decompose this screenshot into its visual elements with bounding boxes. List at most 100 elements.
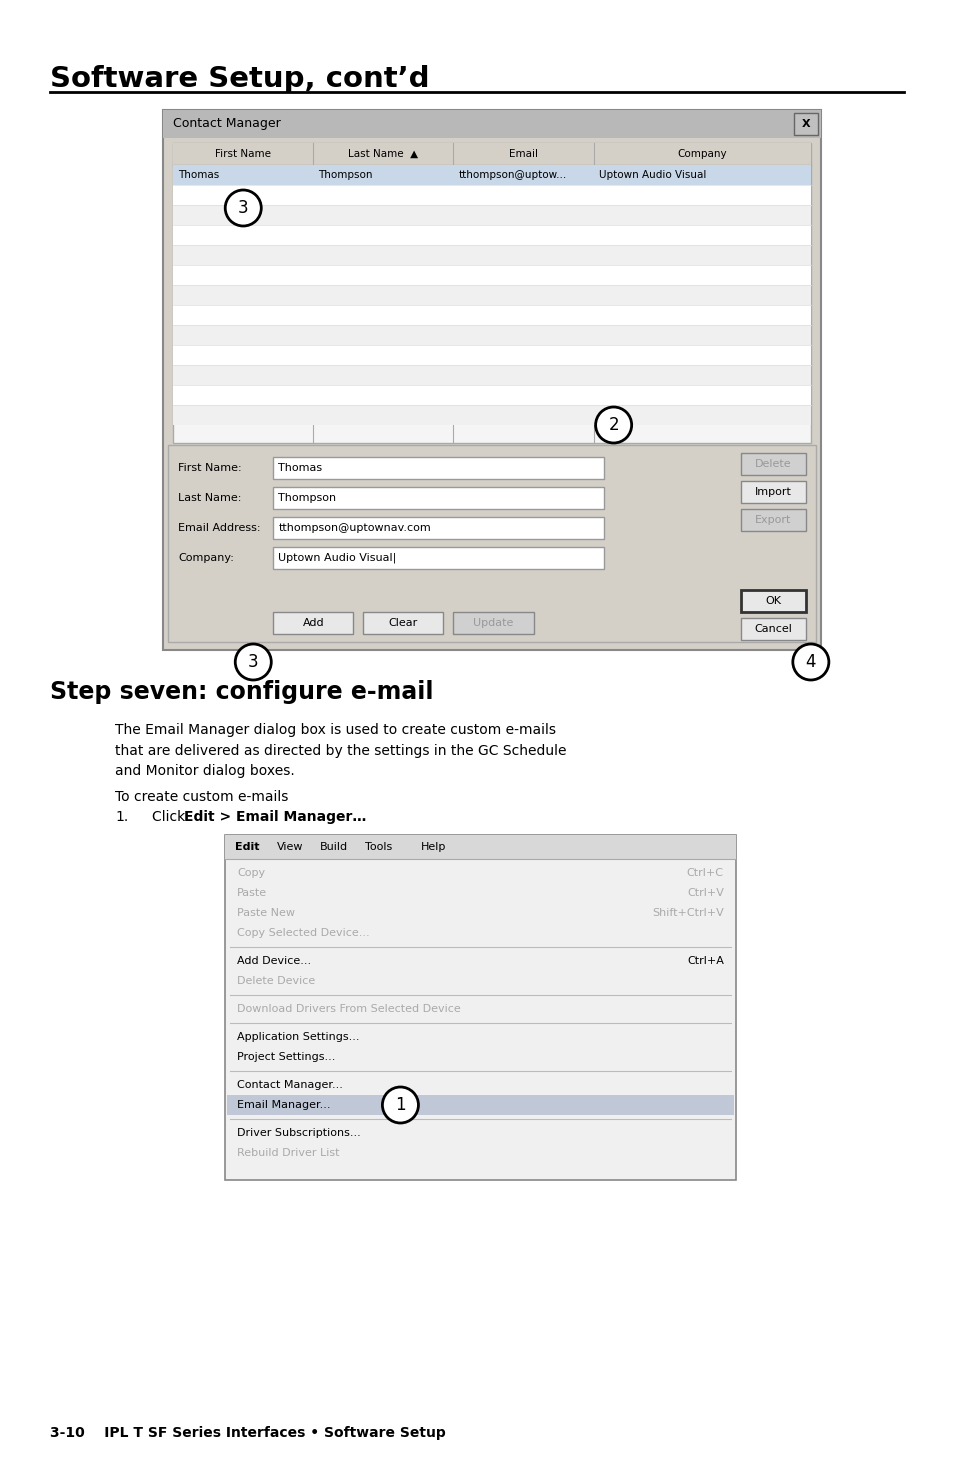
Text: Copy Selected Device...: Copy Selected Device...	[237, 928, 370, 938]
Text: Email: Email	[509, 149, 537, 159]
Text: 3: 3	[248, 653, 258, 671]
Text: Delete: Delete	[754, 459, 791, 469]
Text: Contact Manager...: Contact Manager...	[237, 1080, 343, 1090]
Text: To create custom e-mails: To create custom e-mails	[115, 791, 288, 804]
Text: Project Settings...: Project Settings...	[237, 1052, 335, 1062]
Text: Thomas: Thomas	[278, 463, 322, 473]
Text: Export: Export	[755, 515, 791, 525]
Bar	[173, 165, 810, 184]
Text: Import: Import	[754, 487, 791, 497]
Bar	[225, 835, 735, 858]
Text: Email Manager...: Email Manager...	[237, 1100, 331, 1111]
Bar	[173, 266, 810, 285]
Bar	[173, 143, 810, 442]
Text: Thomas: Thomas	[178, 170, 219, 180]
Text: View: View	[277, 842, 303, 853]
Bar	[453, 612, 533, 634]
Bar	[173, 406, 810, 425]
Text: 1.: 1.	[115, 810, 129, 825]
Text: Click: Click	[152, 810, 190, 825]
Text: Rebuild Driver List: Rebuild Driver List	[237, 1148, 339, 1158]
Bar	[740, 453, 805, 475]
Text: Cancel: Cancel	[754, 624, 791, 634]
Bar	[173, 205, 810, 226]
Text: Paste: Paste	[237, 888, 267, 898]
Text: tthompson@uptownav.com: tthompson@uptownav.com	[278, 524, 431, 532]
Text: Add Device...: Add Device...	[237, 956, 311, 966]
Text: Build: Build	[320, 842, 348, 853]
Text: OK: OK	[764, 596, 781, 606]
Text: Last Name:: Last Name:	[178, 493, 241, 503]
Text: X: X	[801, 119, 809, 128]
Text: Delete Device: Delete Device	[237, 976, 315, 985]
Text: Driver Subscriptions...: Driver Subscriptions...	[237, 1128, 360, 1139]
Text: Contact Manager: Contact Manager	[173, 118, 280, 130]
Text: Uptown Audio Visual: Uptown Audio Visual	[598, 170, 705, 180]
Bar	[173, 245, 810, 266]
Text: Company:: Company:	[178, 553, 233, 563]
Circle shape	[382, 1087, 418, 1122]
Bar	[273, 612, 353, 634]
Bar	[227, 1094, 733, 1115]
Text: Email Address:: Email Address:	[178, 524, 260, 532]
Text: Step seven: configure e-mail: Step seven: configure e-mail	[50, 680, 433, 704]
Text: 2: 2	[608, 416, 618, 434]
Bar	[740, 509, 805, 531]
Circle shape	[792, 645, 828, 680]
Text: Ctrl+A: Ctrl+A	[686, 956, 723, 966]
Bar	[273, 518, 603, 538]
Text: Help: Help	[420, 842, 445, 853]
Text: Tools: Tools	[365, 842, 393, 853]
Bar	[173, 385, 810, 406]
Bar	[168, 445, 815, 642]
Bar	[173, 184, 810, 205]
Bar	[173, 324, 810, 345]
Text: Company: Company	[677, 149, 726, 159]
Circle shape	[225, 190, 261, 226]
Text: tthompson@uptow...: tthompson@uptow...	[458, 170, 566, 180]
Text: Thompson: Thompson	[278, 493, 336, 503]
Bar	[225, 835, 735, 1180]
Bar	[740, 590, 805, 612]
Circle shape	[595, 407, 631, 442]
Text: Copy: Copy	[237, 867, 265, 878]
Text: Edit > Email Manager…: Edit > Email Manager…	[184, 810, 366, 825]
Text: 4: 4	[804, 653, 815, 671]
Text: Thompson: Thompson	[318, 170, 373, 180]
Bar	[740, 481, 805, 503]
Text: Last Name  ▲: Last Name ▲	[348, 149, 418, 159]
Bar	[173, 364, 810, 385]
Text: Ctrl+V: Ctrl+V	[686, 888, 723, 898]
Text: Download Drivers From Selected Device: Download Drivers From Selected Device	[237, 1004, 460, 1013]
Text: Update: Update	[473, 618, 513, 628]
Text: Ctrl+C: Ctrl+C	[686, 867, 723, 878]
Text: Add: Add	[302, 618, 324, 628]
Text: 3-10    IPL T SF Series Interfaces • Software Setup: 3-10 IPL T SF Series Interfaces • Softwa…	[50, 1426, 445, 1440]
Text: Paste New: Paste New	[237, 909, 294, 917]
Text: Clear: Clear	[389, 618, 417, 628]
Bar	[163, 111, 820, 650]
Text: Software Setup, cont’d: Software Setup, cont’d	[50, 65, 429, 93]
Bar	[273, 457, 603, 479]
Bar	[173, 226, 810, 245]
Text: 3: 3	[237, 199, 249, 217]
Bar	[163, 111, 820, 139]
Text: Shift+Ctrl+V: Shift+Ctrl+V	[651, 909, 723, 917]
Bar	[273, 547, 603, 569]
Text: The Email Manager dialog box is used to create custom e-mails
that are delivered: The Email Manager dialog box is used to …	[115, 723, 566, 779]
Text: 1: 1	[395, 1096, 405, 1114]
Bar	[740, 618, 805, 640]
Bar	[273, 487, 603, 509]
Bar	[173, 305, 810, 324]
Circle shape	[235, 645, 271, 680]
Text: Edit: Edit	[235, 842, 259, 853]
Bar	[363, 612, 443, 634]
Text: First Name: First Name	[215, 149, 271, 159]
Bar	[793, 114, 817, 136]
Bar	[173, 285, 810, 305]
Text: First Name:: First Name:	[178, 463, 241, 473]
Text: Application Settings...: Application Settings...	[237, 1032, 359, 1041]
Text: Uptown Audio Visual|: Uptown Audio Visual|	[278, 553, 396, 563]
Bar	[173, 345, 810, 364]
Bar	[173, 143, 810, 165]
